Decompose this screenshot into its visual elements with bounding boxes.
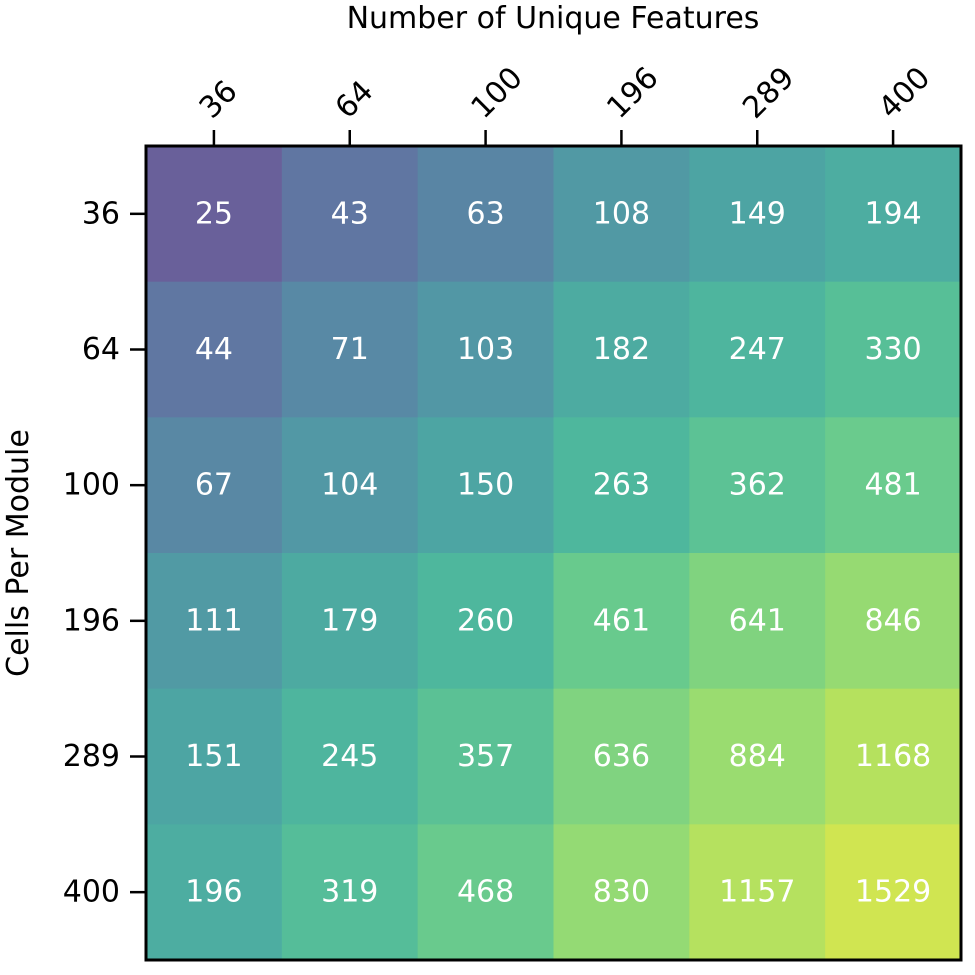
- cell-value-label: 357: [457, 739, 514, 774]
- cell-value-label: 330: [864, 332, 921, 367]
- heatmap-cell: [553, 824, 690, 961]
- heatmap-cell: [825, 146, 962, 283]
- cell-value-label: 111: [185, 603, 242, 638]
- cell-value-label: 260: [457, 603, 514, 638]
- heatmap-cell: [146, 417, 283, 554]
- cell-value-label: 830: [593, 875, 650, 910]
- heatmap-cell: [417, 553, 554, 690]
- x-tick-label: 196: [600, 60, 665, 125]
- y-axis-ticks: 36 64 100 196 289 400: [63, 196, 146, 910]
- cell-value-label: 182: [593, 332, 650, 367]
- heatmap-cell: [417, 417, 554, 554]
- cell-value-label: 319: [321, 875, 378, 910]
- cell-value-label: 1157: [719, 875, 795, 910]
- y-tick-label: 400: [63, 875, 120, 910]
- cell-value-label: 1168: [855, 739, 931, 774]
- cell-value-label: 151: [185, 739, 242, 774]
- cell-value-label: 150: [457, 468, 514, 503]
- heatmap-cell: [281, 553, 419, 690]
- cell-value-label: 247: [729, 332, 786, 367]
- heatmap-cell: [689, 417, 826, 554]
- cell-value-label: 846: [864, 603, 921, 638]
- cell-value-label: 263: [593, 468, 650, 503]
- cell-value-label: 149: [729, 196, 786, 231]
- heatmap-cell: [689, 146, 826, 283]
- heatmap-cell: [689, 824, 826, 961]
- y-tick-label: 100: [63, 468, 120, 503]
- cell-value-label: 104: [321, 468, 378, 503]
- cell-value-label: 179: [321, 603, 378, 638]
- heatmap-cell: [825, 688, 962, 825]
- cell-value-label: 25: [195, 196, 233, 231]
- heatmap-cell: [553, 146, 690, 283]
- heatmap-cell: [417, 688, 554, 825]
- heatmap-cell: [689, 281, 826, 418]
- heatmap-cell: [553, 417, 690, 554]
- heatmap-cell: [146, 281, 283, 418]
- y-tick-label: 196: [63, 603, 120, 638]
- x-tick-label: 36: [193, 74, 245, 126]
- heatmap-cell: [417, 824, 554, 961]
- heatmap-cell: [553, 553, 690, 690]
- heatmap-cell: [825, 417, 962, 554]
- x-tick-label: 289: [736, 60, 801, 125]
- y-tick-label: 64: [82, 332, 120, 367]
- heatmap-cell: [146, 553, 283, 690]
- heatmap-cell: [689, 688, 826, 825]
- cell-value-label: 884: [729, 739, 786, 774]
- y-tick-label: 289: [63, 739, 120, 774]
- x-axis-title: Number of Unique Features: [347, 1, 760, 36]
- y-tick-label: 36: [82, 196, 120, 231]
- plot-frame: [144, 144, 963, 962]
- cell-value-label: 63: [466, 196, 504, 231]
- heatmap-cell: [146, 688, 283, 825]
- x-tick-label: 100: [464, 60, 529, 125]
- heatmap-cell: [553, 688, 690, 825]
- cell-value-label: 67: [195, 468, 233, 503]
- heatmap-cell: [281, 146, 419, 283]
- cell-value-label: 461: [593, 603, 650, 638]
- heatmap-cell: [281, 824, 419, 961]
- heatmap-cell: [689, 553, 826, 690]
- heatmap-cell: [281, 688, 419, 825]
- heatmap-cell-labels: 25 43 63 108 149 194 44 71 103 182 247 330 67 104 150 2…: [185, 196, 931, 909]
- cell-value-label: 636: [593, 739, 650, 774]
- cell-value-label: 468: [457, 875, 514, 910]
- cell-value-label: 362: [729, 468, 786, 503]
- heatmap-cell: [146, 824, 283, 961]
- heatmap-cell: [281, 281, 419, 418]
- cell-value-label: 108: [593, 196, 650, 231]
- x-tick-label: 64: [329, 74, 381, 126]
- heatmap-cell: [825, 281, 962, 418]
- cell-value-label: 44: [195, 332, 233, 367]
- cell-value-label: 245: [321, 739, 378, 774]
- heatmap-cells: [146, 146, 962, 961]
- heatmap-cell: [417, 281, 554, 418]
- cell-value-label: 641: [729, 603, 786, 638]
- cell-value-label: 43: [331, 196, 369, 231]
- heatmap-cell: [825, 824, 962, 961]
- cell-value-label: 196: [185, 875, 242, 910]
- cell-value-label: 481: [864, 468, 921, 503]
- heatmap-cell: [146, 146, 283, 283]
- heatmap-cell: [553, 281, 690, 418]
- cell-value-label: 71: [331, 332, 369, 367]
- cell-value-label: 194: [864, 196, 921, 231]
- heatmap-cell: [825, 553, 962, 690]
- x-axis-ticks: 36 64 100 196 289 400: [193, 60, 937, 146]
- heatmap-cell: [281, 417, 419, 554]
- cell-value-label: 103: [457, 332, 514, 367]
- y-axis-title: Cells Per Module: [1, 429, 36, 677]
- heatmap-cell: [417, 146, 554, 283]
- x-tick-label: 400: [872, 60, 937, 125]
- cell-value-label: 1529: [855, 875, 931, 910]
